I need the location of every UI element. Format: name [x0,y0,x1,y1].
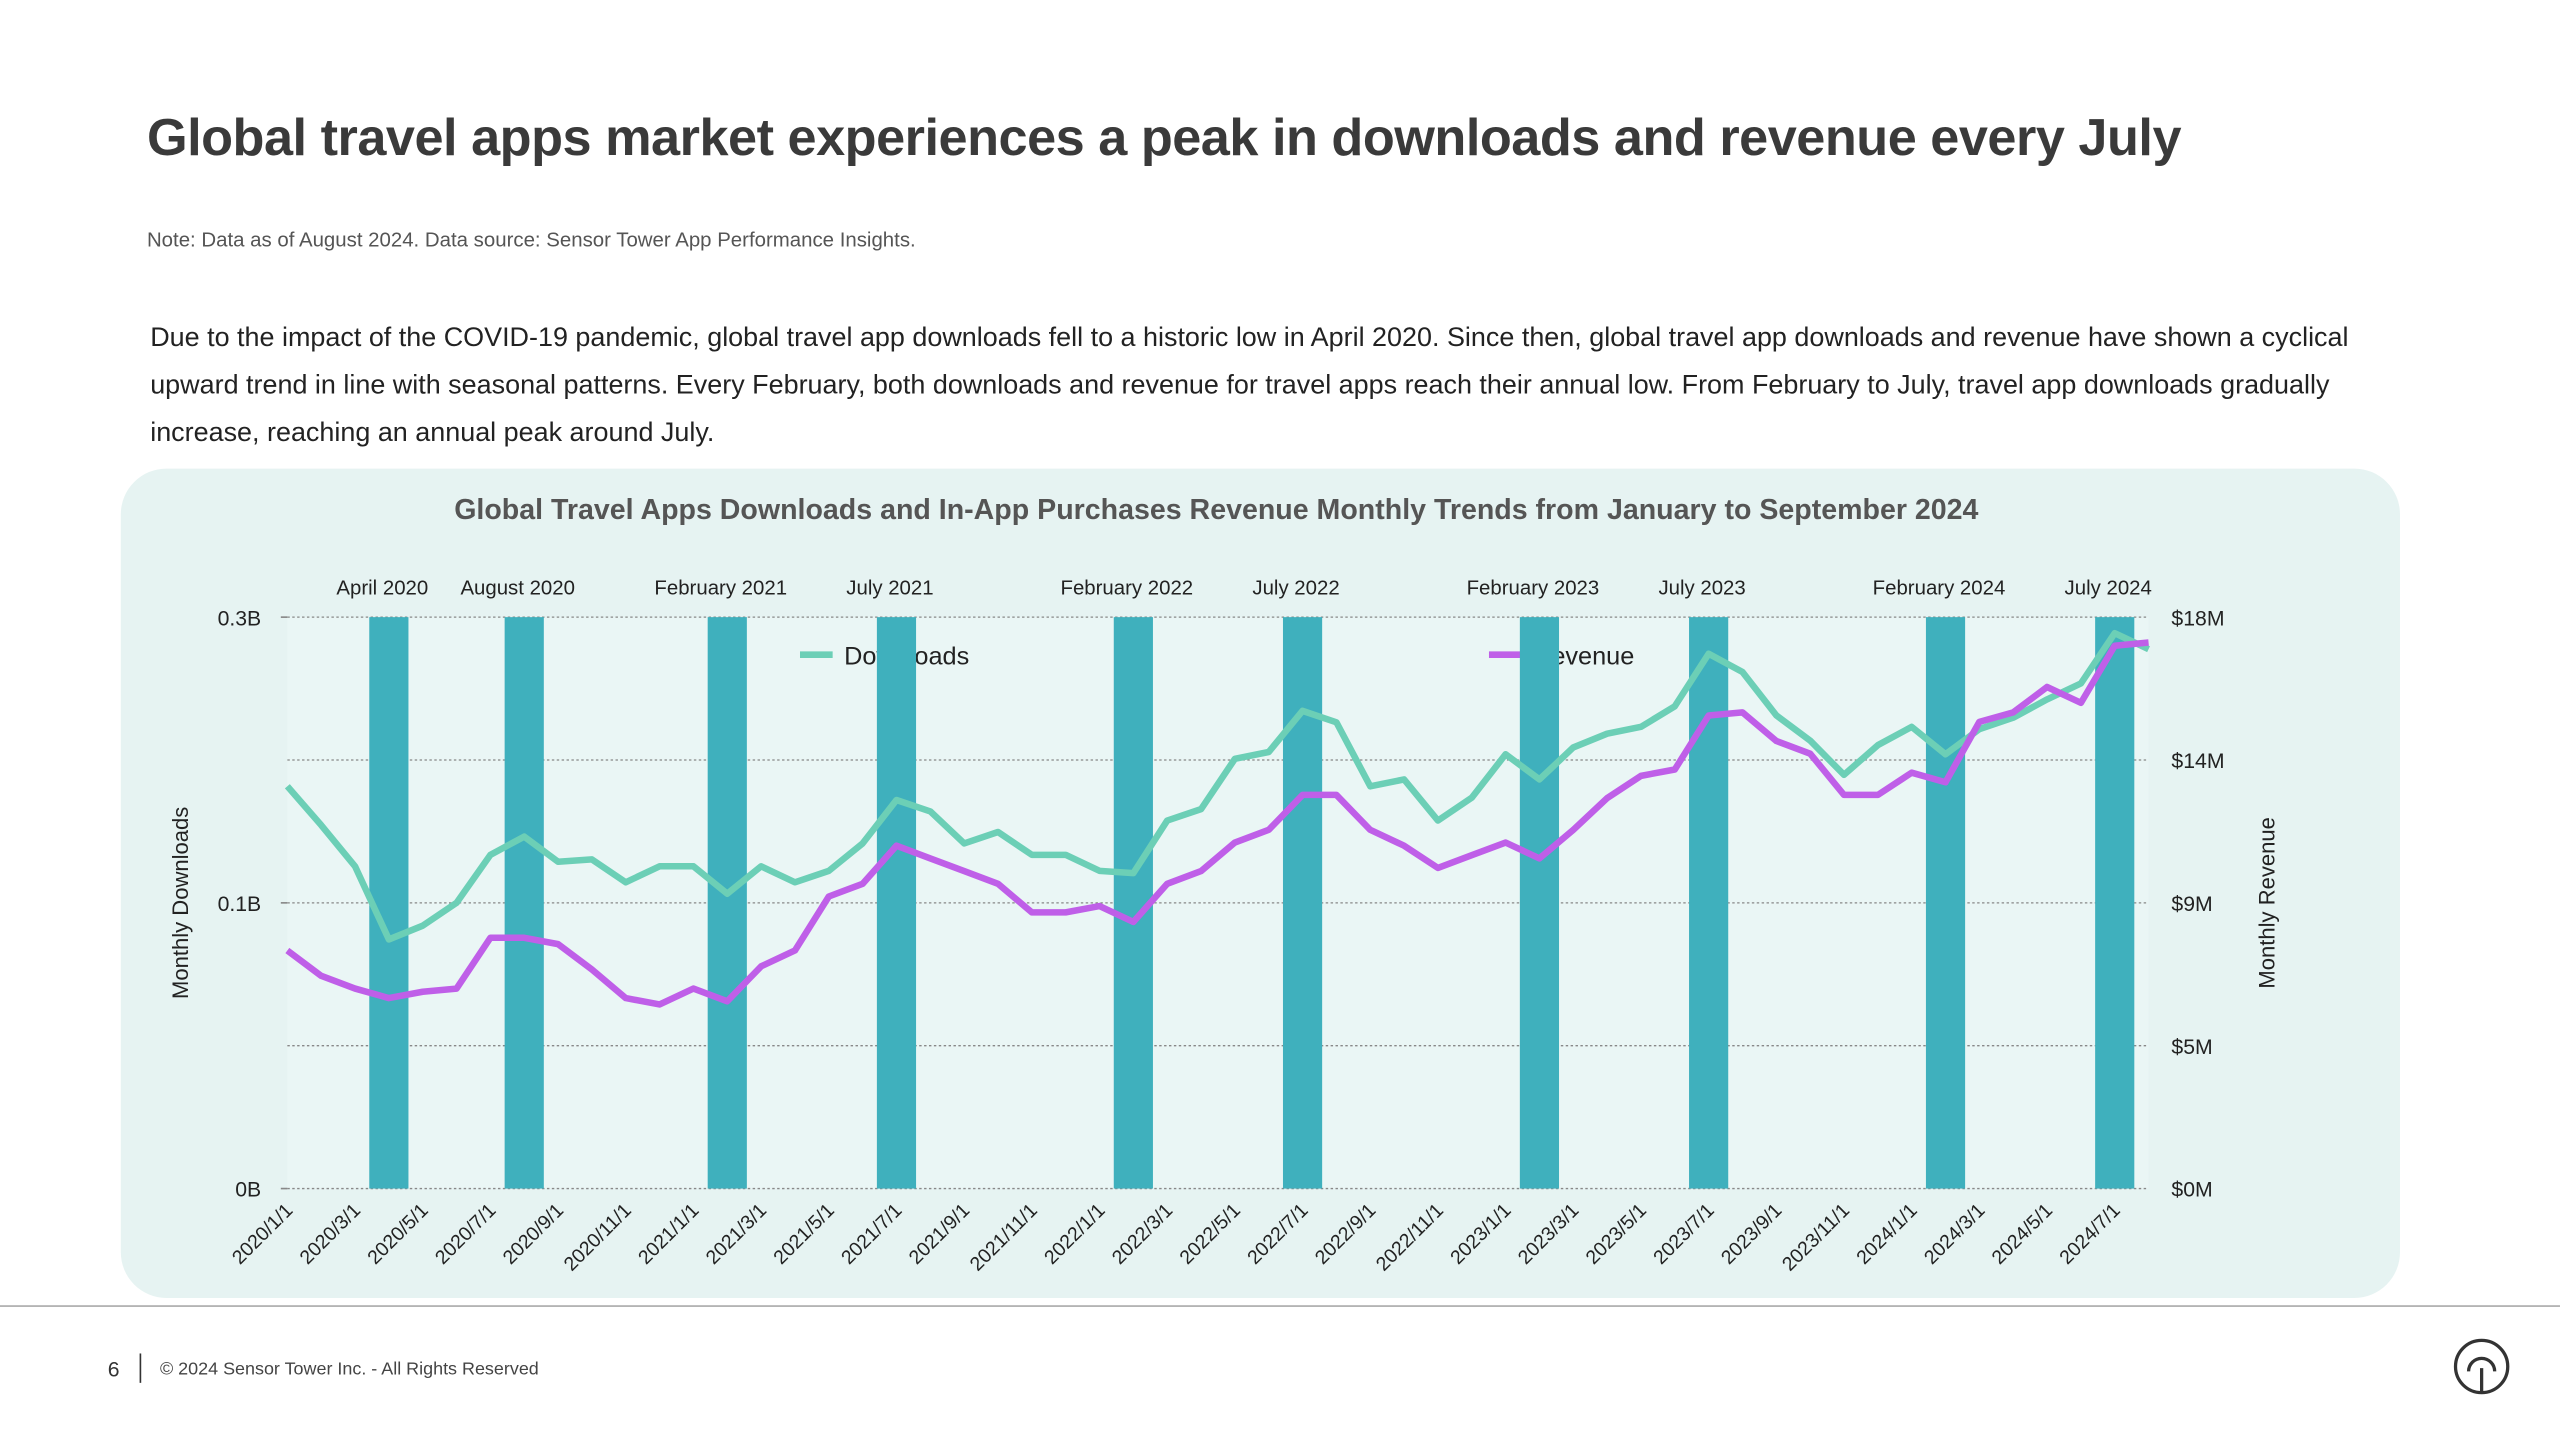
highlight-bar [2095,617,2135,1189]
y2-tick-label: $0M [2171,1179,2212,1202]
annotation-label: July 2022 [1252,577,1339,599]
annotation-label: July 2023 [1658,577,1745,599]
highlight-bar [369,617,409,1189]
annotation-label: April 2020 [336,577,428,599]
annotation-label: July 2021 [846,577,933,599]
y2-tick-label: $18M [2171,607,2224,630]
highlight-bar [707,617,747,1189]
y2-tick-label: $5M [2171,1036,2212,1059]
annotation-label: February 2021 [654,577,787,599]
annotation-label: July 2024 [2065,577,2152,599]
body-text: Due to the impact of the COVID-19 pandem… [150,323,2349,448]
highlight-bar [1282,617,1323,1189]
series-line [285,639,2149,1008]
annotation-label: February 2022 [1061,577,1194,599]
annotation-label: February 2023 [1467,577,1600,599]
y2-tick-label: $9M [2171,893,2212,916]
slide-title: Global travel apps market experiences a … [146,107,2182,167]
copyright: © 2024 Sensor Tower Inc. - All Rights Re… [160,1359,539,1379]
annotation-label: August 2020 [460,577,575,599]
y2-axis-title: Monthly Revenue [2254,817,2279,988]
series-line [284,629,2150,943]
note: Note: Data as of August 2024. Data sourc… [146,228,916,252]
logo [2453,1338,2510,1395]
y-tick-label: 0.3B [218,607,262,630]
highlight-bar [1519,617,1560,1189]
y-tick-label: 0B [235,1179,261,1202]
chart-title: Global Travel Apps Downloads and In-App … [454,494,1978,526]
highlight-bar [1689,617,1729,1189]
y-axis-title: Monthly Downloads [168,807,193,999]
highlight-bar [1925,617,1966,1189]
y2-tick-label: $14M [2171,750,2224,773]
highlight-bar [504,617,544,1189]
y-tick-label: 0.1B [218,893,262,916]
annotation-label: February 2024 [1873,577,2006,599]
page-number: 6 [108,1358,120,1381]
highlight-bar [876,617,917,1189]
